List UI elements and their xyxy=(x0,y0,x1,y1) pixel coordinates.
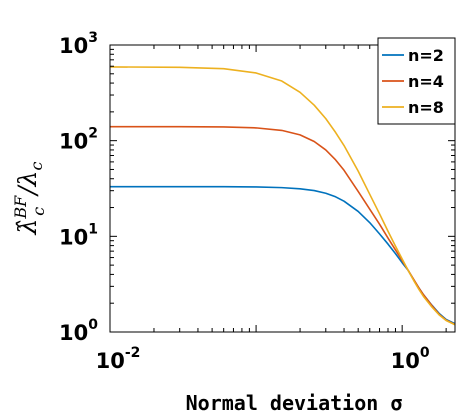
y-tick-label: 103 xyxy=(59,30,98,58)
y-tick-base: 10 xyxy=(59,34,88,58)
y-axis-label-main: λ̂ xyxy=(13,219,42,236)
y-tick-exp: 1 xyxy=(88,221,98,237)
x-tick-label: 10-2 xyxy=(96,345,141,373)
y-axis-label-rest: /λ xyxy=(13,171,42,197)
x-axis-label: Normal deviation σ xyxy=(186,391,403,415)
y-axis-label: λ̂BFc/λc xyxy=(11,162,48,236)
y-tick-base: 10 xyxy=(59,225,88,249)
series-line-1 xyxy=(110,185,456,325)
series-line-3 xyxy=(109,66,456,326)
legend-label-3: n=8 xyxy=(408,98,444,117)
svg-text:λ̂BFc/λc: λ̂BFc/λc xyxy=(11,162,48,236)
y-tick-label: 100 xyxy=(59,317,98,345)
legend: n=2 n=4 n=8 xyxy=(377,37,456,125)
y-tick-exp: 3 xyxy=(88,30,98,46)
y-tick-exp: 0 xyxy=(88,317,98,333)
legend-label-2: n=4 xyxy=(408,72,444,91)
series-layer xyxy=(109,66,456,326)
y-axis-label-rest-sub: c xyxy=(27,162,46,171)
plot-frame xyxy=(109,44,456,333)
y-tick-base: 10 xyxy=(59,130,88,154)
y-tick-base: 10 xyxy=(59,321,88,345)
y-tick-label: 101 xyxy=(59,221,98,249)
y-tick-exp: 2 xyxy=(88,126,98,142)
x-tick-exp: 0 xyxy=(420,345,430,361)
series-line-2 xyxy=(110,125,456,326)
legend-label-1: n=2 xyxy=(408,46,444,65)
y-axis-label-sup: BF xyxy=(11,195,30,220)
x-tick-label: 100 xyxy=(391,345,430,373)
y-tick-label: 102 xyxy=(59,126,98,154)
x-tick-exp: -2 xyxy=(125,345,141,361)
y-axis-label-sub: c xyxy=(29,207,48,216)
x-tick-base: 10 xyxy=(96,349,125,373)
x-tick-base: 10 xyxy=(391,349,420,373)
